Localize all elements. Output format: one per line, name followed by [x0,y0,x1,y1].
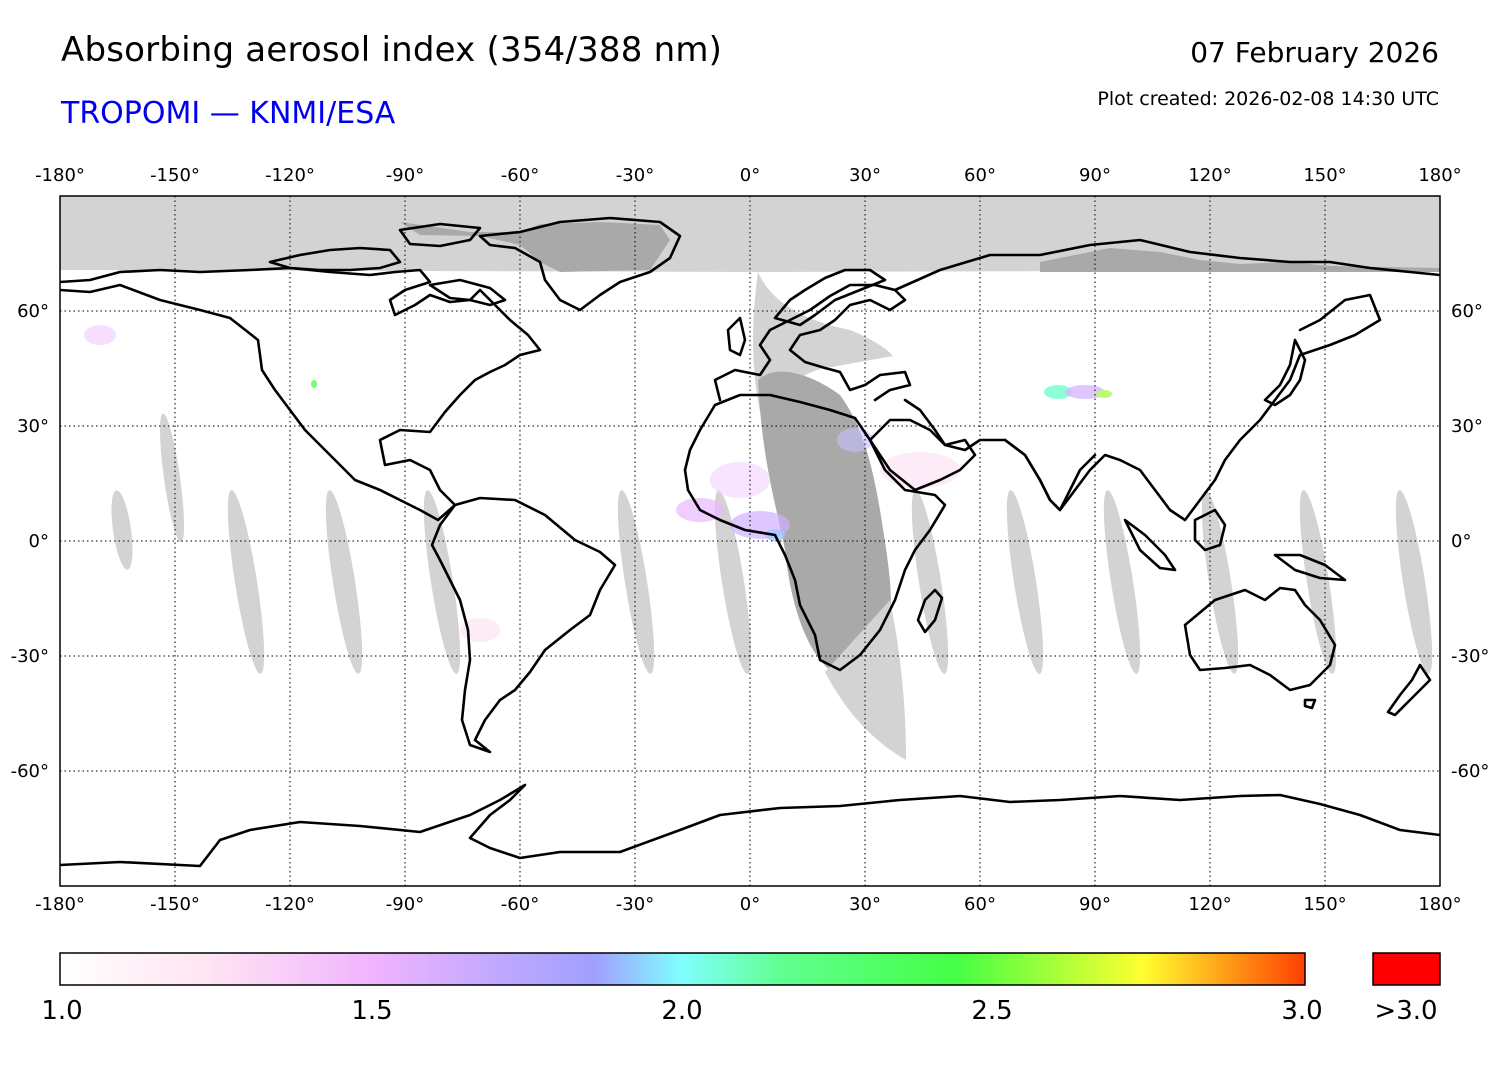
plot-created-timestamp: Plot created: 2026-02-08 14:30 UTC [1097,88,1439,110]
lon-label-top: 150° [1303,165,1346,186]
coastline-australia [1183,586,1337,692]
colorbar-label: 1.0 [41,996,82,1026]
lon-label-bottom: 120° [1188,894,1231,915]
lon-label-top: 180° [1418,165,1461,186]
colorbar-overflow-swatch [1372,952,1441,986]
plot-title: Absorbing aerosol index (354/388 nm) [61,30,723,70]
plot-subtitle: TROPOMI — KNMI/ESA [61,96,396,131]
coastline-south-america [430,496,617,754]
lon-label-bottom: -180° [35,894,85,915]
graticule [60,196,1440,886]
lat-label-right: -60° [1451,761,1489,782]
colorbar [59,952,1306,986]
coastline-india [1003,438,1097,512]
lon-labels-top: -180° -150° -120° -90° -60° -30° 0° 30° … [35,165,1462,186]
lon-label-top: 60° [964,165,996,186]
lon-label-bottom: -120° [265,894,315,915]
lat-label-left: 60° [17,301,49,322]
lon-label-bottom: 90° [1079,894,1111,915]
lon-label-bottom: 0° [740,894,760,915]
coastline-new-guinea [1273,553,1347,582]
no-data-dark-arctic [400,222,670,272]
no-data-orbit-gap-south [825,600,906,760]
lon-label-top: 30° [849,165,881,186]
coastline-sumatra [1123,518,1177,572]
lon-label-top: -120° [265,165,315,186]
lon-label-top: -150° [150,165,200,186]
coastline-uk [726,316,747,357]
lat-label-left: -30° [11,646,49,667]
coastline-africa [683,393,947,672]
colorbar-label: 3.0 [1281,996,1322,1026]
coastline-scandinavia [773,268,887,327]
lat-labels-left: 60° 30° 0° -30° -60° [11,301,49,782]
lat-label-right: -30° [1451,646,1489,667]
lat-label-right: 0° [1451,531,1471,552]
coastline-ellesmere [398,222,482,248]
colorbar-label: 2.5 [971,996,1012,1026]
lon-label-bottom: -30° [616,894,654,915]
lon-label-bottom: 30° [849,894,881,915]
colorbar-labels: 1.0 1.5 2.0 2.5 3.0 >3.0 [41,996,1437,1026]
coastline-madagascar [916,588,944,634]
lon-label-top: -180° [35,165,85,186]
no-data-polar-band [60,196,1440,272]
lon-label-top: 120° [1188,165,1231,186]
coastline-tasmania [1303,698,1317,710]
lat-label-left: -60° [11,761,49,782]
lon-label-top: -90° [386,165,424,186]
lon-labels-bottom: -180° -150° -120° -90° -60° -30° 0° 30° … [35,894,1462,915]
colorbar-label: 1.5 [351,996,392,1026]
lon-label-top: 90° [1079,165,1111,186]
no-data-swath-gaps [111,413,1433,674]
lon-label-bottom: -150° [150,894,200,915]
lon-label-bottom: 180° [1418,894,1461,915]
colorbar-overflow-label: >3.0 [1374,996,1437,1026]
coastline-borneo [1193,508,1227,552]
coastline-greenland [478,216,682,312]
coastline-north-america [60,266,542,522]
lat-label-right: 30° [1451,416,1483,437]
lon-label-top: -60° [501,165,539,186]
no-data-dark-siberia [1040,248,1440,272]
lon-label-bottom: -60° [501,894,539,915]
coastline-baffin [428,278,507,307]
lat-labels-right: 60° 30° 0° -30° -60° [1451,301,1489,782]
lon-label-bottom: 60° [964,894,996,915]
lat-label-left: 30° [17,416,49,437]
coastline-arctic-archipelago [268,246,402,272]
coastline-europe [713,283,912,402]
lon-label-bottom: 150° [1303,894,1346,915]
lat-label-left: 0° [29,531,49,552]
coastline-japan [1263,338,1307,407]
map-frame [59,195,1441,887]
coastline-antarctica [60,783,1440,868]
lon-label-top: -30° [616,165,654,186]
lon-label-top: 0° [740,165,760,186]
map-data-layer [60,196,1440,886]
coastline-asia [893,238,1440,522]
coastlines [60,216,1440,868]
colorbar-label: 2.0 [661,996,702,1026]
plot-date: 07 February 2026 [1190,36,1439,69]
lon-label-bottom: -90° [386,894,424,915]
coastline-arabia [868,418,977,492]
coastline-new-zealand [1386,663,1432,717]
lat-label-right: 60° [1451,301,1483,322]
